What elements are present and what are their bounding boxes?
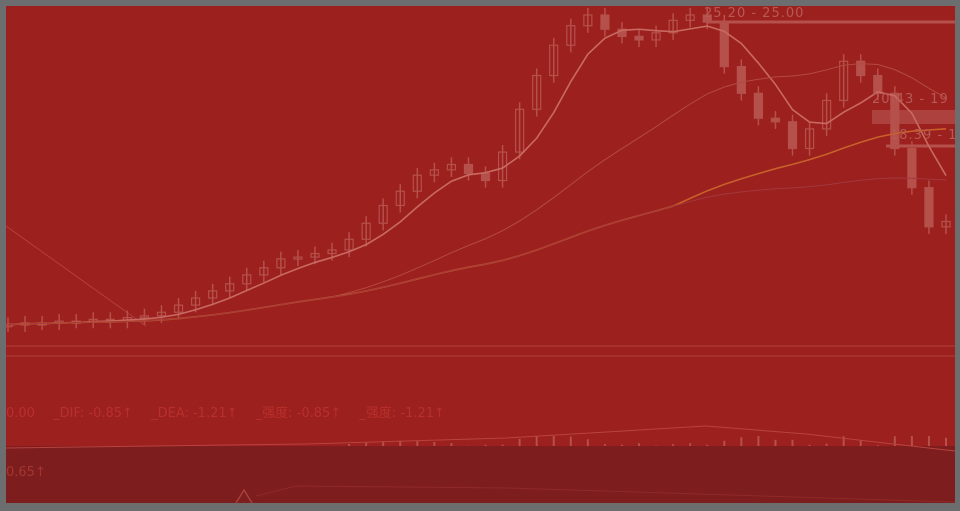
candle-body: [532, 74, 542, 110]
candle-body: [463, 163, 474, 175]
candle-body: [429, 169, 439, 176]
candle-body: [804, 128, 815, 150]
ma20-line: [7, 63, 947, 326]
price-label-low: 18.39 - 1: [890, 128, 955, 143]
candle-body: [924, 187, 934, 228]
lower-indicator-line: [255, 485, 955, 503]
candle-body: [719, 21, 729, 68]
candle-body: [446, 163, 457, 171]
candle-body: [822, 99, 832, 130]
candle-body: [702, 14, 712, 23]
candle-body: [156, 311, 167, 317]
candle-body: [515, 108, 525, 153]
candle-body: [941, 220, 951, 228]
candle-body: [873, 74, 883, 94]
price-label-high: 25.20 - 25.00: [704, 6, 805, 21]
candle-body: [753, 92, 764, 119]
candle-body: [583, 14, 593, 27]
candle-body: [173, 304, 184, 313]
candle-body: [770, 117, 781, 123]
ma40-line: [7, 128, 947, 326]
chart-frame: 25.20 - 25.00 20.43 - 19 18.39 - 1 0.00 …: [6, 6, 955, 503]
candle-body: [787, 121, 798, 150]
indicator-value: 0.00: [6, 406, 35, 421]
ma5-line: [7, 25, 947, 326]
candle-body: [191, 297, 201, 306]
candle-body: [225, 283, 235, 292]
strength-value-2: _强度: -1.21↑: [359, 406, 445, 421]
ma80-line: [7, 177, 947, 326]
candle-body: [497, 151, 508, 182]
candle-body: [293, 256, 303, 260]
candle-body: [276, 258, 286, 269]
macd-indicator-legend: 0.00 _DIF: -0.85↑ _DEA: -1.21↑ _强度: -0.8…: [6, 402, 459, 421]
dif-value: _DIF: -0.85↑: [53, 406, 133, 421]
candle-body: [412, 174, 422, 192]
candle-body: [736, 66, 746, 94]
candle-body: [668, 19, 678, 34]
candle-body: [856, 60, 866, 77]
candle-body: [839, 60, 849, 102]
candle-body: [208, 290, 218, 299]
candle-body: [549, 44, 559, 77]
trend-line: [6, 225, 147, 327]
dea-value: _DEA: -1.21↑: [151, 406, 238, 421]
candle-body: [310, 252, 320, 258]
candle-body: [566, 25, 576, 46]
candle-body: [480, 172, 491, 182]
candle-body: [327, 249, 337, 255]
candle-body: [685, 14, 695, 21]
dif-line: [6, 425, 955, 452]
lower-indicator-panel: [6, 446, 955, 503]
triangle-marker-icon: [235, 488, 253, 503]
lower-panel-value: 0.65↑: [6, 465, 46, 480]
candle-body: [890, 92, 900, 150]
candle-body: [139, 315, 150, 319]
candlestick-chart[interactable]: [6, 6, 955, 503]
candle-body: [634, 35, 644, 41]
candle-body: [600, 14, 610, 30]
candle-body: [259, 267, 269, 276]
candle-body: [651, 32, 661, 41]
candle-body: [378, 204, 388, 224]
candle-body: [242, 274, 252, 285]
candle-body: [395, 190, 405, 207]
candle-body: [907, 147, 917, 189]
candle-body: [344, 238, 354, 251]
strength-value-1: _强度: -0.85↑: [255, 406, 342, 421]
price-label-mid: 20.43 - 19: [872, 92, 949, 107]
candle-body: [361, 222, 371, 240]
